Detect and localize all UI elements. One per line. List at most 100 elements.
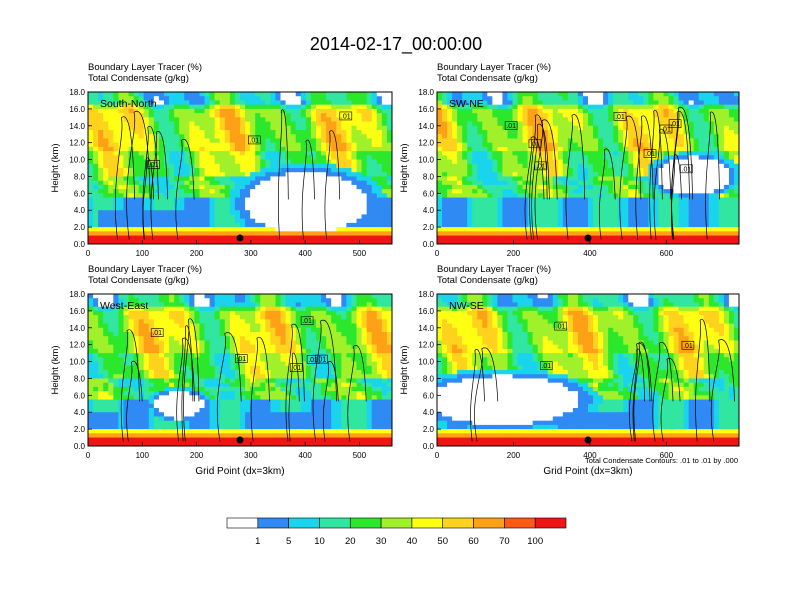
field-cell [381,151,388,156]
field-cell [93,201,99,207]
field-cell [356,108,363,114]
field-cell [502,214,509,220]
field-cell [270,227,277,232]
y-tick-label: 12.0 [418,139,434,148]
field-cell [381,100,388,106]
field-cell [708,184,715,190]
field-cell [542,231,549,237]
field-cell [138,395,145,401]
field-cell [477,180,483,186]
field-cell [618,197,624,203]
field-cell [386,210,392,216]
field-cell [128,134,135,140]
field-cell [184,214,190,220]
field-cell [361,125,368,131]
field-cell [487,130,493,135]
field-cell [331,197,337,203]
field-cell [341,193,347,199]
field-cell [678,231,685,237]
field-cell [321,214,327,220]
field-cell [386,96,392,102]
field-cell [517,117,524,123]
field-cell [643,239,649,244]
field-cell [582,121,589,127]
field-cell [663,193,670,199]
field-cell [693,231,700,237]
field-cell [693,104,700,110]
field-cell [487,197,493,203]
field-cell [148,403,155,409]
field-cell [98,344,104,350]
field-cell [336,155,342,161]
field-cell [138,172,145,178]
field-cell [108,429,114,434]
field-cell [376,210,383,216]
field-cell [224,100,231,106]
field-cell [280,100,287,106]
field-cell [148,344,155,350]
field-cell [209,206,216,211]
field-cell [300,184,307,190]
field-cell [209,235,216,241]
field-cell [204,100,211,106]
field-cell [472,189,478,194]
field-cell [128,189,135,194]
field-cell [199,134,206,140]
field-cell [118,231,125,237]
field-cell [487,214,493,220]
field-cell [103,155,109,161]
field-cell [532,151,539,156]
field-cell [138,235,145,241]
field-cell [492,180,498,186]
field-cell [386,176,392,182]
field-cell [88,361,94,367]
field-cell [93,386,99,392]
field-cell [346,121,353,127]
field-cell [582,155,589,161]
field-cell [457,210,463,216]
field-cell [507,96,514,102]
field-cell [497,163,504,169]
field-cell [643,168,649,173]
field-cell [507,193,514,199]
field-cell [331,142,337,148]
field-cell [174,239,180,244]
field-cell [265,210,271,216]
field-cell [356,201,363,207]
field-cell [108,399,114,405]
field-cell [240,134,246,140]
field-cell [93,378,99,384]
field-cell [118,306,125,312]
field-cell [174,222,180,228]
field-cell [326,218,332,224]
field-cell [673,100,680,106]
field-cell [240,239,246,244]
field-cell [113,332,119,337]
field-cell [321,201,327,207]
field-cell [688,121,695,127]
field-cell [708,159,715,165]
field-cell [447,210,453,216]
field-cell [346,163,353,169]
field-cell [138,424,145,430]
field-cell [148,391,155,396]
field-cell [603,121,609,127]
field-cell [598,155,604,161]
field-cell [351,168,358,173]
field-cell [123,176,130,182]
field-cell [88,323,94,329]
field-cell [138,365,145,371]
field-cell [442,184,448,190]
field-cell [386,138,392,144]
field-cell [693,176,700,182]
field-cell [356,184,363,190]
field-cell [138,159,145,165]
field-cell [310,197,317,203]
field-cell [527,163,534,169]
field-cell [103,184,109,190]
field-cell [698,197,705,203]
field-cell [214,117,221,123]
field-cell [265,159,271,165]
field-cell [648,214,655,220]
field-cell [512,100,519,106]
